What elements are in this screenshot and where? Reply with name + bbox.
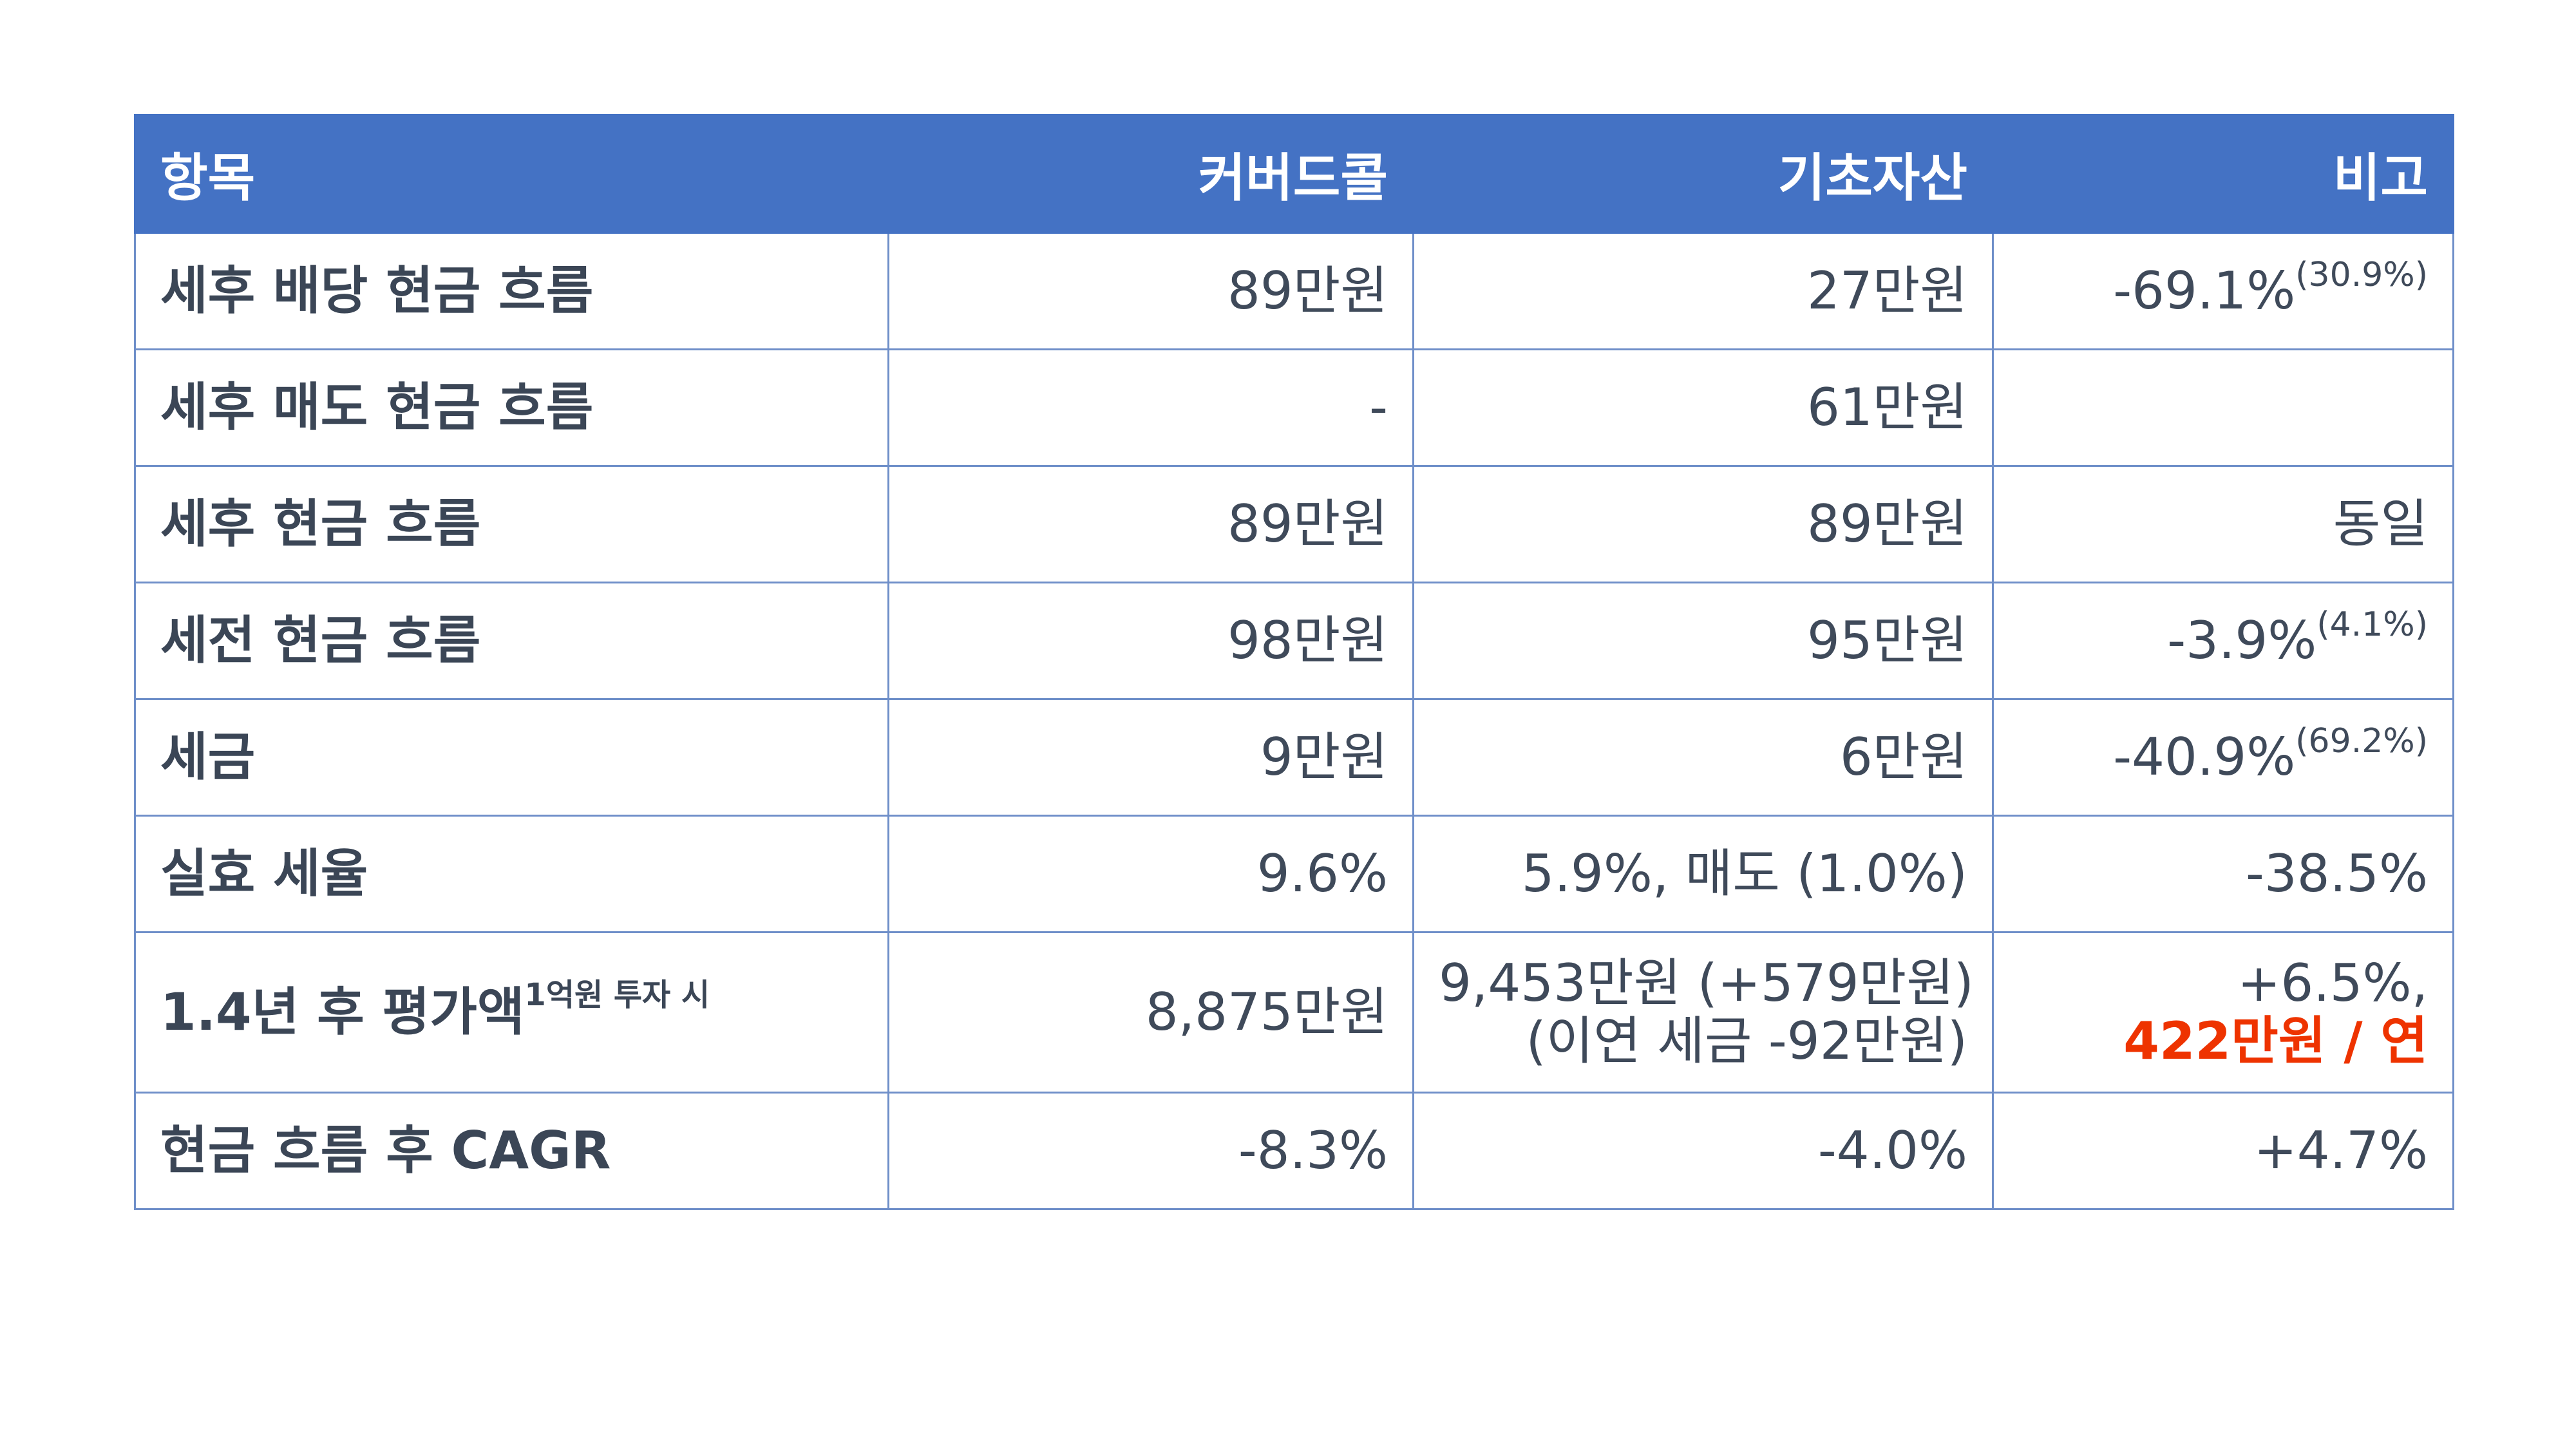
note-value: -40.9%: [2113, 727, 2296, 788]
note-value: -69.1%: [2113, 261, 2296, 321]
underlying-value: 6만원: [1412, 698, 1994, 817]
row-label: 실효 세율: [134, 815, 889, 933]
underlying-value: 61만원: [1412, 348, 1994, 467]
table-row: 실효 세율 9.6% 5.9%, 매도 (1.0%) -38.5%: [134, 815, 2454, 933]
table-row: 현금 흐름 후 CAGR -8.3% -4.0% +4.7%: [134, 1092, 2454, 1210]
covered-call-value: -8.3%: [887, 1092, 1414, 1210]
header-row: 항목 커버드콜 기초자산 비고: [134, 114, 2454, 234]
covered-call-value: 89만원: [887, 232, 1414, 350]
note-value: +4.7%: [2253, 1121, 2428, 1181]
note-value: -38.5%: [2245, 844, 2428, 904]
underlying-value: -4.0%: [1412, 1092, 1994, 1210]
table-row: 세후 현금 흐름 89만원 89만원 동일: [134, 465, 2454, 583]
row-label: 세금: [134, 698, 889, 817]
annual-gain-highlight: 422만원 / 연: [2123, 1011, 2428, 1071]
covered-call-value: 9만원: [887, 698, 1414, 817]
table-body: 세후 배당 현금 흐름 89만원 27만원 -69.1%(30.9%) 세후 매…: [134, 232, 2454, 1210]
covered-call-value: 98만원: [887, 582, 1414, 700]
row-label: 세후 배당 현금 흐름: [134, 232, 889, 350]
underlying-value: 95만원: [1412, 582, 1994, 700]
header-item: 항목: [134, 114, 889, 234]
table-row: 세전 현금 흐름 98만원 95만원 -3.9%(4.1%): [134, 582, 2454, 700]
note-cell: [1992, 348, 2454, 467]
table-row: 1.4년 후 평가액1억원 투자 시 8,875만원 9,453만원 (+579…: [134, 931, 2454, 1094]
note-cell: -3.9%(4.1%): [1992, 582, 2454, 700]
covered-call-value: -: [887, 348, 1414, 467]
underlying-value: 89만원: [1412, 465, 1994, 583]
table-row: 세금 9만원 6만원 -40.9%(69.2%): [134, 698, 2454, 817]
note-cell: -40.9%(69.2%): [1992, 698, 2454, 817]
row-label: 세후 현금 흐름: [134, 465, 889, 583]
row-label-cell: 1.4년 후 평가액1억원 투자 시: [134, 931, 889, 1094]
header-covered-call: 커버드콜: [887, 114, 1414, 234]
note-superscript: (4.1%): [2316, 605, 2428, 645]
table-row: 세후 배당 현금 흐름 89만원 27만원 -69.1%(30.9%): [134, 232, 2454, 350]
row-label: 세후 매도 현금 흐름: [134, 348, 889, 467]
note-cell: -69.1%(30.9%): [1992, 232, 2454, 350]
table-row: 세후 매도 현금 흐름 - 61만원: [134, 348, 2454, 467]
covered-call-value: 89만원: [887, 465, 1414, 583]
note-cell: +6.5%, 422만원 / 연: [1992, 931, 2454, 1094]
header-underlying: 기초자산: [1412, 114, 1994, 234]
covered-call-value: 9.6%: [887, 815, 1414, 933]
note-value: -3.9%: [2167, 611, 2317, 671]
note-superscript: (69.2%): [2295, 722, 2428, 761]
underlying-cell: 9,453만원 (+579만원) (이연 세금 -92만원): [1412, 931, 1994, 1094]
underlying-value: 27만원: [1412, 232, 1994, 350]
note-cell: 동일: [1992, 465, 2454, 583]
underlying-value: 9,453만원 (+579만원): [1439, 953, 1975, 1014]
deferred-tax-note: (이연 세금 -92만원): [1526, 1011, 1967, 1071]
note-cell: -38.5%: [1992, 815, 2454, 933]
row-label: 현금 흐름 후 CAGR: [134, 1092, 889, 1210]
note-cell: +4.7%: [1992, 1092, 2454, 1210]
row-label: 1.4년 후 평가액: [160, 982, 525, 1043]
table-header: 항목 커버드콜 기초자산 비고: [134, 114, 2454, 234]
row-label-superscript: 1억원 투자 시: [524, 977, 710, 1014]
header-note: 비고: [1992, 114, 2454, 234]
note-superscript: (30.9%): [2295, 256, 2428, 295]
row-label: 세전 현금 흐름: [134, 582, 889, 700]
note-value: 동일: [2333, 494, 2428, 554]
covered-call-value: 8,875만원: [887, 931, 1414, 1094]
comparison-table: 항목 커버드콜 기초자산 비고 세후 배당 현금 흐름 89만원 27만원 -6…: [134, 114, 2454, 1210]
note-value: +6.5%,: [2237, 953, 2428, 1014]
underlying-value: 5.9%, 매도 (1.0%): [1412, 815, 1994, 933]
